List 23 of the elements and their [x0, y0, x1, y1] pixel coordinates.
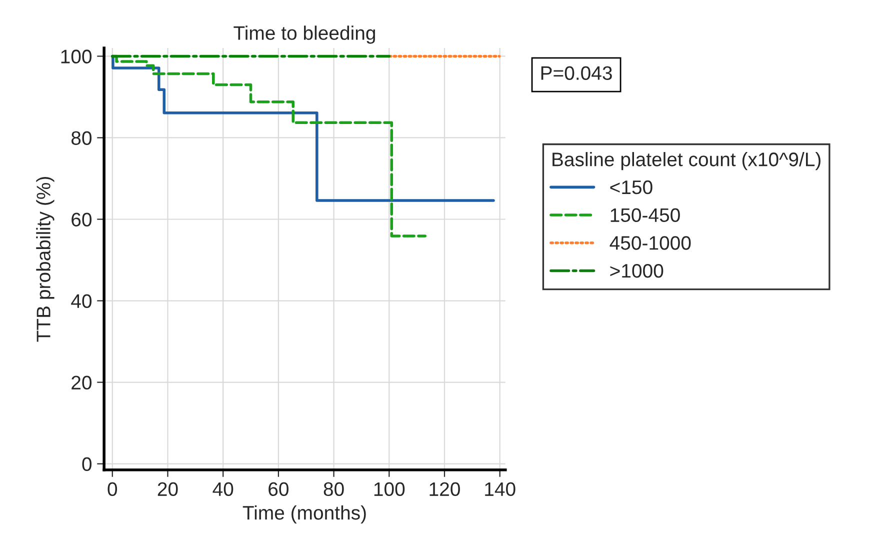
y-tick-label: 80 — [71, 131, 92, 145]
x-tick-label: 140 — [485, 482, 516, 496]
y-tick-label: 60 — [72, 212, 92, 226]
legend-label: 150-450 — [610, 208, 680, 222]
legend-label: >1000 — [610, 264, 664, 278]
y-axis-title: TTB probability (%) — [36, 176, 54, 342]
y-tick-label: 40 — [71, 294, 92, 308]
x-tick-label: 120 — [430, 482, 460, 496]
x-tick-label: 40 — [212, 482, 234, 496]
legend-title: Basline platelet count (x10^9/L) — [552, 152, 820, 170]
y-tick-label: 0 — [82, 457, 92, 472]
x-axis-title: Time (months) — [242, 505, 366, 524]
x-tick-label: 60 — [268, 482, 288, 496]
x-tick-label: 0 — [108, 482, 118, 496]
text: P=0.043 — [541, 66, 612, 80]
legend-label: 450-1000 — [610, 236, 691, 250]
x-tick-label: 20 — [158, 482, 178, 496]
y-tick-label: 20 — [72, 376, 92, 390]
x-tick-label: 80 — [324, 482, 344, 496]
chart-title: Time to bleeding — [234, 26, 375, 44]
y-tick-label: 100 — [61, 50, 92, 64]
x-tick-label: 100 — [374, 482, 405, 496]
legend-label: <150 — [610, 180, 652, 194]
